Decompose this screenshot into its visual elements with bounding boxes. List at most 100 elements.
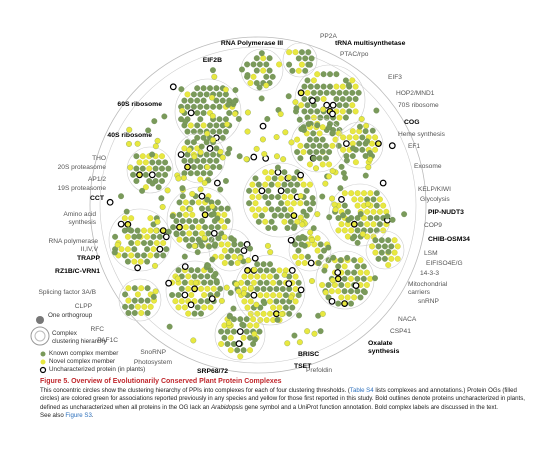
member-dot xyxy=(310,142,317,149)
member-dot xyxy=(263,73,270,80)
member-dot xyxy=(349,89,356,96)
member-dot xyxy=(273,286,280,292)
member-dot xyxy=(290,187,297,194)
member-dot xyxy=(234,247,241,254)
member-dot xyxy=(153,252,160,259)
member-dot xyxy=(131,246,138,253)
member-dot xyxy=(342,89,349,96)
member-dot xyxy=(148,171,156,179)
link[interactable]: Figure S3 xyxy=(65,412,92,420)
legend-label: Uncharacterized protein (in plants) xyxy=(49,366,146,373)
member-dot xyxy=(364,233,371,240)
member-dot xyxy=(208,295,216,303)
member-dot xyxy=(263,61,270,68)
member-dot xyxy=(362,153,369,159)
member-dot xyxy=(388,243,395,250)
member-dot xyxy=(187,97,194,104)
member-dot xyxy=(297,200,304,207)
member-dot xyxy=(271,225,278,231)
member-dot xyxy=(124,246,131,253)
member-dot xyxy=(340,212,347,219)
member-dot xyxy=(268,218,275,225)
member-dot xyxy=(186,147,193,154)
member-dot xyxy=(213,278,220,284)
complex-label: Photosystem xyxy=(133,359,172,366)
member-dot xyxy=(273,273,280,280)
member-dot xyxy=(346,134,353,141)
member-dot xyxy=(224,328,231,335)
member-dot xyxy=(308,55,315,62)
member-dot xyxy=(230,328,237,335)
member-dot xyxy=(186,242,193,249)
link[interactable]: Table S4 xyxy=(349,386,374,394)
member-dot xyxy=(380,202,387,209)
member-dot xyxy=(214,291,221,298)
member-dot xyxy=(300,149,307,155)
member-dot xyxy=(385,248,392,255)
member-dot xyxy=(197,128,204,135)
member-dot xyxy=(329,142,336,149)
complex-label: RZ1B/C-VRN1 xyxy=(55,268,100,275)
member-dot xyxy=(147,240,154,246)
member-dot xyxy=(351,269,358,276)
member-dot xyxy=(261,300,268,307)
member-dot xyxy=(363,269,370,276)
member-dot xyxy=(181,291,189,299)
member-dot xyxy=(262,169,269,176)
member-dot xyxy=(170,224,177,231)
member-dot xyxy=(261,151,268,157)
member-dot xyxy=(323,89,330,96)
member-dot xyxy=(320,96,327,102)
member-dot xyxy=(131,310,138,316)
member-dot xyxy=(264,116,271,122)
member-dot xyxy=(357,196,364,203)
complex-label: Amino acid synthesis xyxy=(63,211,96,226)
member-dot xyxy=(270,267,277,274)
member-dot xyxy=(254,286,261,292)
member-dot xyxy=(394,243,401,250)
member-dot xyxy=(227,334,234,341)
member-dot xyxy=(218,253,225,260)
complex-label: CHIB-OSM34 xyxy=(428,236,470,243)
member-dot xyxy=(274,316,281,323)
member-dot xyxy=(247,322,253,329)
member-dot xyxy=(165,165,172,172)
member-dot xyxy=(134,264,142,272)
member-dot xyxy=(218,205,225,212)
member-dot xyxy=(297,89,305,97)
member-dot xyxy=(201,304,208,311)
member-dot xyxy=(341,275,348,282)
member-dot xyxy=(309,97,316,105)
member-dot xyxy=(185,310,192,317)
member-dot xyxy=(335,215,342,221)
member-dot xyxy=(313,136,320,143)
member-dot xyxy=(370,221,377,228)
member-dot xyxy=(329,277,336,284)
complex-label: 20S proteasome xyxy=(57,164,106,171)
complex-label: Heme synthesis xyxy=(398,131,445,138)
member-dot xyxy=(336,89,343,96)
member-dot xyxy=(236,153,243,160)
member-dot xyxy=(156,245,164,253)
member-dot xyxy=(314,211,321,218)
member-dot xyxy=(245,257,252,264)
member-dot xyxy=(310,130,317,137)
member-dot xyxy=(240,247,248,255)
member-dot xyxy=(182,118,189,125)
member-dot xyxy=(200,157,207,164)
member-dot xyxy=(179,193,186,200)
member-dot xyxy=(369,140,375,147)
member-dot xyxy=(224,121,230,128)
member-dot xyxy=(341,263,348,270)
member-dot xyxy=(122,303,129,310)
complex-label: SnoRNP xyxy=(140,349,166,356)
member-dot xyxy=(342,102,349,109)
member-dot xyxy=(354,215,361,221)
member-dot xyxy=(122,291,129,298)
member-dot xyxy=(150,233,157,240)
member-dot xyxy=(309,195,316,202)
complex-label: COP9 xyxy=(424,222,442,229)
text: . xyxy=(91,412,94,420)
member-dot xyxy=(200,110,207,116)
member-dot xyxy=(305,121,312,127)
